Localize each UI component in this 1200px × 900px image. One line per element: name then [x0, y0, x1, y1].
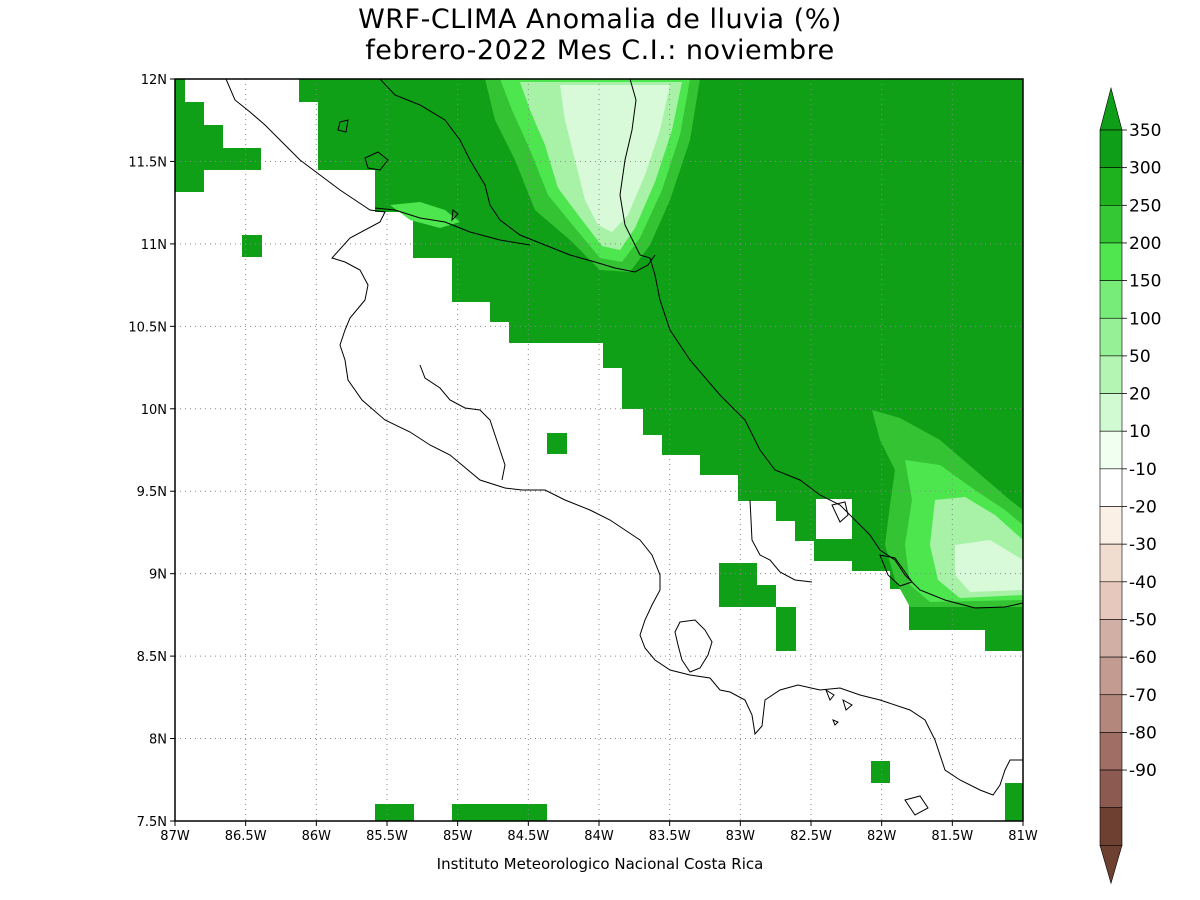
- green-cell: [375, 804, 414, 821]
- colorbar-swatch: [1099, 393, 1123, 432]
- colorbar-label: 300: [1129, 159, 1161, 179]
- y-tick-label: 12N: [141, 73, 167, 88]
- colorbar-label: 50: [1129, 347, 1151, 367]
- x-tick-label: 83.5W: [649, 829, 691, 844]
- colorbar-arrow-bottom: [1099, 845, 1123, 885]
- colorbar-swatch: [1099, 430, 1123, 470]
- colorbar-label: 150: [1129, 272, 1161, 292]
- colorbar-swatch: [1099, 129, 1123, 168]
- y-tick-label: 9.5N: [137, 485, 167, 500]
- island: [337, 119, 349, 133]
- colorbar-label: -80: [1129, 723, 1157, 743]
- colorbar-label: 200: [1129, 234, 1161, 254]
- colorbar-swatch: [1099, 769, 1123, 808]
- colorbar-swatch: [1099, 807, 1123, 846]
- x-tick-label: 81W: [1008, 829, 1038, 844]
- colorbar-swatch: [1099, 543, 1123, 583]
- nicoya-gulf-coast: [419, 364, 506, 481]
- x-tick-label: 85W: [443, 829, 473, 844]
- colorbar-label: 350: [1129, 121, 1161, 141]
- y-tick-label: 9N: [149, 568, 167, 583]
- colorbar-label: -20: [1129, 498, 1157, 518]
- colorbar-swatch: [1099, 694, 1123, 733]
- colorbar-label: -70: [1129, 686, 1157, 706]
- colorbar-swatch: [1099, 355, 1123, 394]
- axis-ticks: 87W 86.5W 86W 85.5W 85W 84.5W 84W 83.5W 83W 82.5W…: [128, 73, 1038, 844]
- y-tick-label: 11.5N: [128, 155, 167, 170]
- light-pocket-south: [955, 540, 1023, 592]
- colorbar-label: -40: [1129, 573, 1157, 593]
- y-tick-label: 7.5N: [137, 815, 167, 830]
- x-tick-label: 87W: [160, 829, 190, 844]
- y-tick-label: 11N: [141, 238, 167, 253]
- pacific-coastline: [225, 79, 1023, 796]
- green-region-caribbean: [299, 79, 1023, 607]
- colorbar-swatch: [1099, 280, 1123, 319]
- colorbar-label: 20: [1129, 385, 1151, 405]
- osa-peninsula-coast: [674, 619, 713, 673]
- y-tick-label: 8.5N: [137, 650, 167, 665]
- colorbar-swatch: [1099, 506, 1123, 545]
- colorbar-swatch: [1099, 242, 1123, 281]
- colorbar-swatch: [1099, 656, 1123, 696]
- green-cell: [776, 607, 796, 651]
- y-tick-label: 10N: [141, 403, 167, 418]
- green-cell: [871, 761, 890, 783]
- y-tick-label: 10.5N: [128, 320, 167, 335]
- southern-islands: [824, 688, 929, 816]
- colorbar-label: -50: [1129, 610, 1157, 630]
- lake-nicaragua-shore: [374, 207, 531, 246]
- colorbar-swatch: [1099, 581, 1123, 620]
- coastline: [225, 79, 1023, 816]
- island: [451, 209, 459, 222]
- colorbar-swatch: [1099, 619, 1123, 658]
- x-tick-label: 85.5W: [366, 829, 408, 844]
- bocas-del-toro-coast: [831, 501, 913, 587]
- x-tick-label: 86.5W: [225, 829, 267, 844]
- colorbar-label: 100: [1129, 309, 1161, 329]
- island: [364, 151, 389, 171]
- map-title-line-1: WRF-CLIMA Anomalia de lluvia (%): [358, 4, 842, 35]
- colorbar-swatch: [1099, 167, 1123, 206]
- green-cell: [452, 804, 547, 821]
- colorbar-arrow-top: [1099, 86, 1123, 131]
- map-title-line-2: febrero-2022 Mes C.I.: noviembre: [365, 35, 835, 66]
- colorbar-label: -60: [1129, 648, 1157, 668]
- green-cell: [1005, 783, 1023, 821]
- x-tick-label: 84W: [584, 829, 614, 844]
- x-tick-label: 83W: [726, 829, 756, 844]
- green-cells-panama-inland: [719, 563, 776, 607]
- colorbar-label: -10: [1129, 460, 1157, 480]
- colorbar-swatch: [1099, 317, 1123, 357]
- colorbar-swatch: [1099, 468, 1123, 507]
- x-tick-label: 84.5W: [507, 829, 549, 844]
- colorbar-label: -90: [1129, 761, 1157, 781]
- colorbar-swatch: [1099, 205, 1123, 244]
- green-cell: [242, 235, 262, 257]
- lake-nicaragua-shore: [379, 79, 656, 273]
- x-tick-label: 82W: [867, 829, 897, 844]
- green-region-southeast: [909, 607, 1023, 651]
- light-pocket-north: [560, 85, 670, 232]
- colorbar-label: 10: [1129, 422, 1151, 442]
- colorbar-swatch: [1099, 732, 1123, 771]
- chiriqui-border: [749, 499, 813, 583]
- colorbar: 350 300 250 200 150 100 50 20 10 -10 -20 -30 -40 -50 -…: [1099, 86, 1161, 885]
- credit-label: Instituto Meteorologico Nacional Costa R…: [436, 855, 764, 873]
- colorbar-label: 250: [1129, 196, 1161, 216]
- green-cells-northwest: [175, 79, 261, 192]
- anomaly-field: [175, 79, 1023, 821]
- green-cell: [547, 433, 567, 454]
- y-tick-label: 8N: [149, 733, 167, 748]
- x-tick-label: 86W: [302, 829, 332, 844]
- colorbar-label: -30: [1129, 535, 1157, 555]
- x-tick-label: 82.5W: [790, 829, 832, 844]
- x-tick-label: 81.5W: [931, 829, 973, 844]
- lat-lon-grid: [175, 79, 1023, 821]
